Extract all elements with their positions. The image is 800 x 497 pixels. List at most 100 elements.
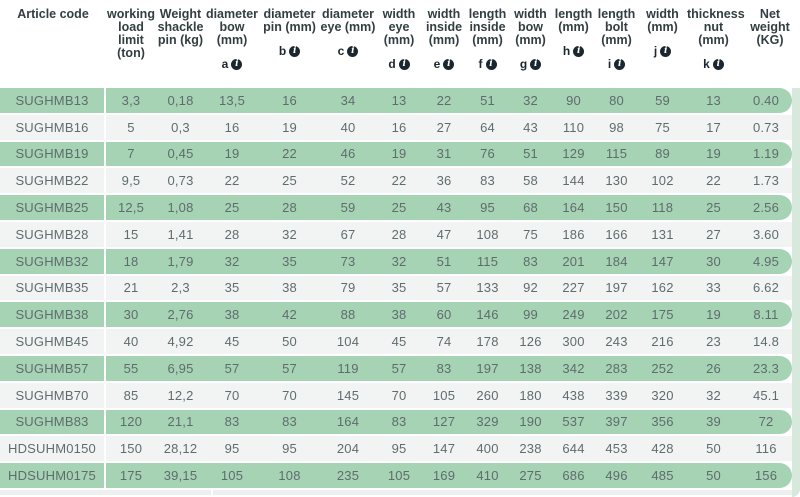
cell: 275: [519, 468, 542, 484]
cell: 23.3: [752, 360, 780, 376]
info-icon[interactable]: i: [573, 46, 585, 57]
article-code-cell: SUGHMB13: [0, 88, 106, 113]
cell: 28: [391, 226, 407, 242]
info-icon[interactable]: i: [443, 59, 455, 70]
info-icon[interactable]: i: [614, 59, 626, 70]
cell: 64: [480, 119, 495, 135]
cell: 300: [562, 334, 585, 350]
column-title: length inside (mm): [468, 7, 507, 47]
column-title: width bow (mm): [514, 7, 547, 47]
cell: 32: [224, 253, 240, 269]
article-code-cell: SUGHMB83: [0, 409, 106, 435]
cell: 0.40: [752, 92, 780, 108]
cell: 169: [432, 468, 456, 484]
cell: 32: [282, 226, 297, 242]
cell: 38: [391, 307, 407, 323]
cell: 35: [391, 280, 407, 296]
column-header-width-inside: width inside (mm) e i: [422, 0, 466, 88]
info-icon[interactable]: i: [347, 46, 359, 57]
cell: 133: [476, 280, 499, 296]
info-icon[interactable]: i: [289, 46, 301, 57]
column-header-thickness-nut: thickness nut (mm) k i: [687, 0, 745, 88]
cell: 90: [566, 92, 581, 108]
dimension-letter: d: [388, 57, 396, 71]
table-row: SUGHMB16 5 0,3 16 19 40 16 27 64 43 110 98 75 17 0.73: [0, 114, 792, 140]
cell: 27: [706, 226, 721, 242]
cell: 428: [651, 441, 674, 457]
cell: 0.73: [752, 119, 780, 135]
cell: 644: [562, 441, 585, 457]
cell: 35: [224, 280, 240, 296]
cell: 25: [391, 200, 407, 216]
cell: 30: [123, 307, 139, 323]
cell: 43: [436, 200, 452, 216]
cell: 131: [651, 226, 674, 242]
cell: 201: [562, 253, 585, 269]
cell: 43: [523, 119, 538, 135]
cell: 2.56: [752, 200, 780, 216]
dimension-letter: g: [519, 57, 528, 71]
column-title: diameter bow (mm): [205, 7, 259, 47]
cell: 45: [391, 334, 407, 350]
cell: 202: [605, 307, 628, 323]
article-code-cell: SUGHMB38: [0, 302, 106, 328]
cell: 22: [282, 146, 297, 162]
cell: 52: [340, 173, 356, 189]
cell: 438: [562, 387, 585, 403]
cell: 485: [651, 468, 674, 484]
dimension-letter: e: [433, 57, 441, 71]
column-header-width-bow: width bow (mm) g i: [509, 0, 552, 88]
cell: 104: [336, 334, 360, 350]
cell: 67: [340, 226, 356, 242]
cell: 70: [282, 387, 297, 403]
cell: 126: [519, 334, 542, 350]
cell: 329: [476, 414, 499, 430]
cell: 164: [562, 200, 585, 216]
cell: 9,5: [121, 173, 141, 189]
cell: 147: [651, 253, 674, 269]
article-code-cell: SUGHMB22: [0, 168, 106, 194]
cell: 57: [224, 360, 240, 376]
cell: 102: [651, 173, 674, 189]
cell: 88: [340, 307, 356, 323]
cell: 25: [224, 200, 240, 216]
cell: 4,92: [167, 334, 194, 350]
table-row: HDSUHM0175 175 39,15 105 108 235 105 169 410 275 6…: [0, 463, 792, 488]
info-icon[interactable]: i: [485, 59, 497, 70]
cell: 14.8: [752, 334, 780, 350]
cell: 40: [123, 334, 139, 350]
cell: 120: [119, 414, 143, 430]
cell: 260: [476, 387, 499, 403]
info-icon[interactable]: i: [231, 59, 243, 70]
table-row: SUGHMB38 30 2,76 38 42 88 38 60 146 99 249 202 175 19…: [0, 302, 792, 328]
cell: 38: [282, 280, 297, 296]
info-icon[interactable]: i: [712, 59, 724, 70]
cell: 1,08: [167, 200, 194, 216]
cell: 55: [123, 360, 139, 376]
cell: 108: [476, 226, 499, 242]
cell: 17: [706, 119, 721, 135]
cell: 99: [523, 307, 538, 323]
cell: 105: [432, 387, 456, 403]
cell: 175: [119, 468, 143, 484]
cell: 74: [436, 334, 452, 350]
info-icon[interactable]: i: [660, 46, 672, 57]
cell: 92: [523, 280, 538, 296]
cell: 156: [754, 468, 778, 484]
cell: 57: [282, 360, 297, 376]
cell: 115: [476, 253, 499, 269]
table-header-row: Article code working load limit (ton) Weig…: [0, 0, 800, 88]
cell: 83: [523, 253, 538, 269]
cell: 51: [523, 146, 538, 162]
cell: 76: [480, 146, 495, 162]
info-icon[interactable]: i: [398, 59, 410, 70]
cell: 116: [755, 441, 777, 457]
cell: 138: [519, 360, 542, 376]
info-icon[interactable]: i: [530, 59, 542, 70]
cell: 130: [605, 173, 628, 189]
cell: 145: [336, 387, 360, 403]
cell: 537: [562, 414, 585, 430]
